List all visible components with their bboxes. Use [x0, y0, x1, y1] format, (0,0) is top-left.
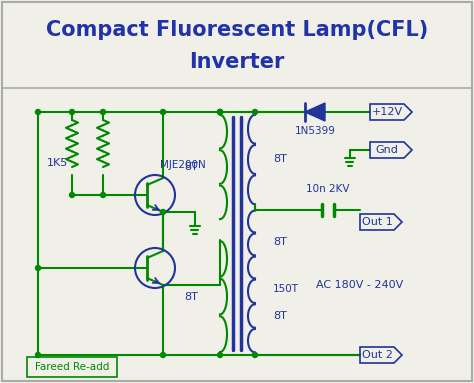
Circle shape — [218, 110, 222, 115]
Text: Inverter: Inverter — [189, 52, 285, 72]
Text: Out 2: Out 2 — [362, 350, 392, 360]
Text: 150T: 150T — [273, 284, 299, 294]
Circle shape — [161, 210, 165, 214]
Circle shape — [161, 110, 165, 115]
Text: Gnd: Gnd — [375, 145, 399, 155]
Text: Out 1: Out 1 — [362, 217, 392, 227]
Text: +12V: +12V — [372, 107, 402, 117]
Circle shape — [36, 352, 40, 357]
Circle shape — [70, 193, 74, 198]
FancyBboxPatch shape — [27, 357, 117, 377]
Circle shape — [253, 110, 257, 115]
Text: 8T: 8T — [184, 162, 198, 172]
Circle shape — [253, 352, 257, 357]
Text: 1K5: 1K5 — [47, 159, 68, 169]
Polygon shape — [305, 103, 325, 121]
Circle shape — [218, 110, 222, 115]
Text: MJE200N: MJE200N — [160, 160, 206, 170]
Text: AC 180V - 240V: AC 180V - 240V — [316, 280, 404, 290]
Text: Fareed Re-add: Fareed Re-add — [35, 362, 109, 372]
Text: 8T: 8T — [273, 311, 287, 321]
Circle shape — [100, 110, 106, 115]
Text: 8T: 8T — [273, 154, 287, 165]
Circle shape — [36, 110, 40, 115]
Circle shape — [100, 193, 106, 198]
Text: 8T: 8T — [184, 291, 198, 301]
Circle shape — [70, 110, 74, 115]
Circle shape — [161, 352, 165, 357]
Circle shape — [218, 110, 222, 115]
Text: 10n 2KV: 10n 2KV — [306, 184, 350, 194]
Text: Compact Fluorescent Lamp(CFL): Compact Fluorescent Lamp(CFL) — [46, 20, 428, 40]
Circle shape — [36, 265, 40, 270]
Text: 8T: 8T — [273, 237, 287, 247]
Circle shape — [218, 352, 222, 357]
Text: 1N5399: 1N5399 — [294, 126, 336, 136]
